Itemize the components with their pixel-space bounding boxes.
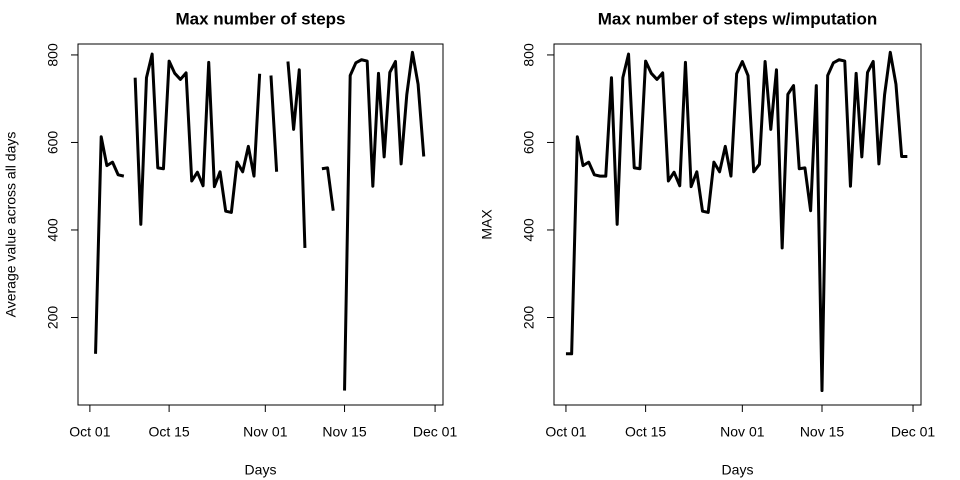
chart-title: Max number of steps xyxy=(175,9,345,28)
y-axis-label: Average value across all days xyxy=(3,132,19,318)
line-series xyxy=(94,50,426,391)
x-tick-label: Nov 15 xyxy=(322,424,367,440)
x-tick-label: Nov 15 xyxy=(800,424,845,440)
y-tick-label: 400 xyxy=(45,218,61,242)
y-tick-label: 600 xyxy=(45,131,61,155)
x-axis-label: Days xyxy=(245,462,277,478)
y-tick-label: 200 xyxy=(45,306,61,330)
x-tick-label: Oct 15 xyxy=(148,424,189,440)
y-tick-label: 800 xyxy=(521,43,537,67)
x-tick-label: Dec 01 xyxy=(413,424,458,440)
y-tick-label: 400 xyxy=(521,218,537,242)
y-axis-label: MAX xyxy=(479,209,495,240)
y-tick-label: 800 xyxy=(45,43,61,67)
x-axis-label: Days xyxy=(722,462,754,478)
chart-title: Max number of steps w/imputation xyxy=(598,9,878,28)
x-tick-label: Oct 01 xyxy=(545,424,586,440)
line-series xyxy=(565,50,908,393)
y-tick-label: 200 xyxy=(521,306,537,330)
x-tick-label: Oct 15 xyxy=(625,424,666,440)
x-tick-label: Dec 01 xyxy=(891,424,936,440)
x-tick-label: Nov 01 xyxy=(720,424,765,440)
x-tick-label: Nov 01 xyxy=(243,424,288,440)
y-tick-label: 600 xyxy=(521,131,537,155)
x-tick-label: Oct 01 xyxy=(69,424,110,440)
